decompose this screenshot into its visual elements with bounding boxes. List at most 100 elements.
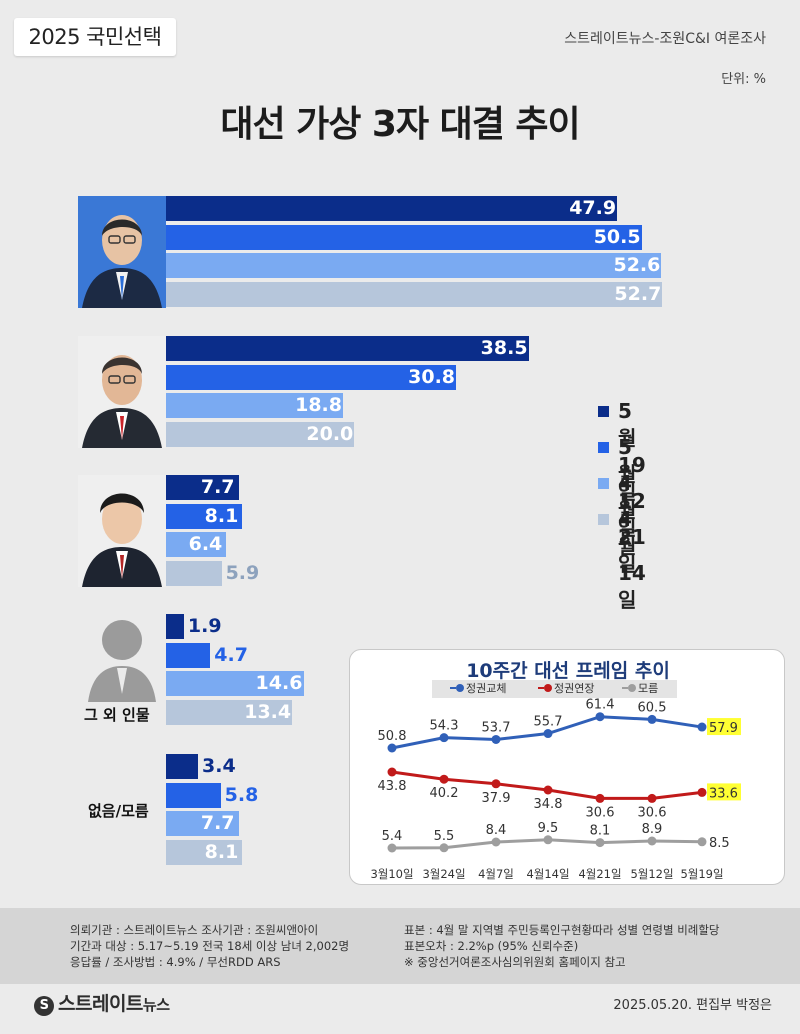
series-point-label: 60.5 xyxy=(638,700,667,715)
brand-logo-icon: S xyxy=(34,996,54,1016)
bar-value-label: 18.8 xyxy=(295,394,342,416)
inset-legend-item: 모름 xyxy=(622,680,658,698)
series-point-label: 57.9 xyxy=(709,721,738,736)
series-point xyxy=(491,734,501,744)
series-point xyxy=(595,712,605,722)
x-tick-label: 4월21일 xyxy=(578,867,621,881)
series-point xyxy=(595,793,605,803)
series-point xyxy=(647,793,657,803)
series-point-label: 5.5 xyxy=(434,829,455,844)
bar-value-label: 47.9 xyxy=(569,197,617,219)
series-point-label: 5.4 xyxy=(382,829,403,844)
bar-3-4 xyxy=(166,560,222,586)
bar-5-2 xyxy=(166,782,221,808)
series-point-label: 55.7 xyxy=(534,715,563,730)
series-point-label: 30.6 xyxy=(586,805,615,820)
line-chart: 50.8 54.3 53.7 55.7 61.4 60.5 57.9 43.8 40.2 37.9… xyxy=(370,698,741,881)
bar-1-2 xyxy=(166,224,642,250)
inset-legend-item: 정권연장 xyxy=(538,680,594,698)
bar-value-label: 13.4 xyxy=(244,700,292,723)
bar-4-4 xyxy=(166,699,293,725)
series-point xyxy=(543,785,553,795)
candidate-label-none: 없음/모름 xyxy=(88,802,149,820)
bar-value-label: 7.7 xyxy=(200,476,235,498)
series-point-label: 8.5 xyxy=(709,836,730,851)
series-point xyxy=(647,714,657,724)
bar-3-2 xyxy=(166,503,243,529)
bar-value-label: 20.0 xyxy=(306,422,354,445)
bar-value-label: 30.8 xyxy=(408,365,456,388)
series-point-label: 8.4 xyxy=(486,823,507,838)
series-point-label: 8.1 xyxy=(590,824,611,839)
bar-4-3 xyxy=(166,671,304,696)
series-point xyxy=(387,843,397,853)
x-tick-label: 4월14일 xyxy=(526,867,569,881)
bar-value-label: 4.7 xyxy=(214,643,248,666)
series-point-label: 8.9 xyxy=(642,822,663,837)
x-tick-label: 4월7일 xyxy=(478,867,514,881)
legend-swatch xyxy=(598,406,609,417)
series-point xyxy=(697,787,707,797)
inset-title: 10주간 대선 프레임 추이 xyxy=(466,660,670,682)
series-point-label: 54.3 xyxy=(430,719,459,734)
section-tag: 2025 국민선택 xyxy=(14,18,176,56)
bar-value-label: 52.7 xyxy=(614,282,662,305)
bar-value-label: 50.5 xyxy=(593,225,641,248)
series-point-label: 50.8 xyxy=(378,729,407,744)
bar-value-label: 38.5 xyxy=(480,337,528,359)
inset-legend-item: 정권교체 xyxy=(450,680,506,698)
legend-swatch xyxy=(598,514,609,525)
candidate-1-photo xyxy=(78,196,166,308)
bar-3-3 xyxy=(166,532,227,557)
bar-1-1 xyxy=(166,196,618,221)
series-point-label: 61.4 xyxy=(586,698,615,713)
series-point xyxy=(647,836,657,846)
bar-5-3 xyxy=(166,811,239,836)
bar-2-3 xyxy=(166,393,344,418)
footer: 의뢰기관 : 스트레이트뉴스 조사기관 : 조원씨앤아이 기간과 대상 : 5.… xyxy=(0,908,800,984)
unit-label: 단위: % xyxy=(721,72,766,87)
x-tick-label: 5월12일 xyxy=(630,867,673,881)
series-point xyxy=(543,835,553,845)
series-point-label: 43.8 xyxy=(378,779,407,794)
bar-1-4 xyxy=(166,281,663,307)
page-title: 대선 가상 3자 대결 추이 xyxy=(220,104,580,145)
series-point-label: 30.6 xyxy=(638,805,667,820)
series-point-label: 40.2 xyxy=(430,786,459,801)
series-point xyxy=(697,837,707,847)
bar-value-label: 6.4 xyxy=(188,533,223,555)
series-point xyxy=(387,743,397,753)
series-point xyxy=(387,767,397,777)
bar-value-label: 52.6 xyxy=(613,254,661,276)
bar-3-1 xyxy=(166,475,239,500)
bar-value-label: 5.8 xyxy=(224,783,259,806)
credit-line: 2025.05.20. 편집부 박정은 xyxy=(613,998,772,1013)
footer-left: 의뢰기관 : 스트레이트뉴스 조사기관 : 조원씨앤아이 기간과 대상 : 5.… xyxy=(70,923,350,969)
footer-right: 표본 : 4월 말 지역별 주민등록인구현황따라 성별 연령별 비례할당 표본오… xyxy=(404,923,720,969)
x-tick-label: 3월10일 xyxy=(370,867,413,881)
candidate-2-photo xyxy=(78,336,166,448)
candidate-label-others: 그 외 인물 xyxy=(84,706,150,724)
highlight-box xyxy=(707,783,741,801)
series-point-label: 37.9 xyxy=(482,791,511,806)
legend-swatch xyxy=(598,478,609,489)
bar-value-label: 8.1 xyxy=(204,504,239,527)
legend-swatch xyxy=(598,442,609,453)
bar-value-label: 7.7 xyxy=(200,812,235,834)
series-point xyxy=(543,729,553,739)
series-point xyxy=(439,774,449,784)
series-point-label: 53.7 xyxy=(482,720,511,735)
inset-legend: 정권교체 정권연장 모름 xyxy=(432,680,677,698)
bar-1-3 xyxy=(166,253,662,278)
person-silhouette-icon xyxy=(88,620,156,702)
frame-trend-panel: 10주간 대선 프레임 추이 정권교체 정권연장 모름 50.8 54.3 53.7… xyxy=(349,649,785,885)
brand-logo: S 스트레이트뉴스 xyxy=(34,989,170,1016)
bar-2-4 xyxy=(166,421,355,447)
series-point xyxy=(439,733,449,743)
bar-value-label: 1.9 xyxy=(187,615,222,637)
candidate-3-photo xyxy=(78,475,166,587)
series-point-label: 9.5 xyxy=(538,821,559,836)
highlight-box xyxy=(707,718,741,736)
series-point xyxy=(697,722,707,732)
bar-value-label: 3.4 xyxy=(202,755,236,777)
